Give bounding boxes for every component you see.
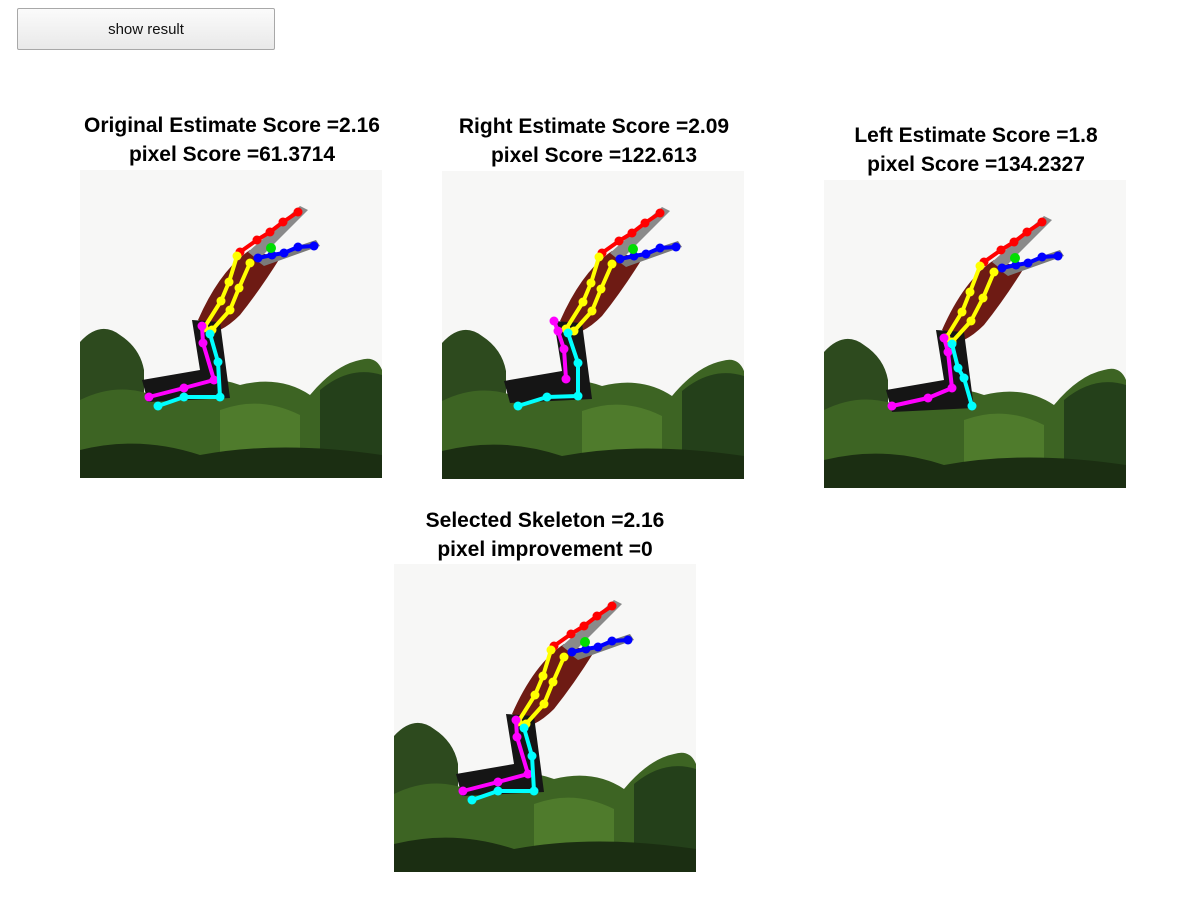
- panel-title-line1: Left Estimate Score =1.8: [854, 124, 1098, 147]
- panel-right-estimate: Right Estimate Score =2.09 pixel Score =…: [424, 112, 764, 170]
- trees-background: [394, 722, 696, 872]
- panel-title-line1: Right Estimate Score =2.09: [458, 115, 730, 138]
- show-result-button[interactable]: show result: [17, 8, 275, 50]
- skeleton-overlay: [887, 217, 1063, 411]
- trees-background: [80, 328, 382, 478]
- panel-title-line2: pixel Score =61.3714: [128, 143, 336, 166]
- panel-original-estimate: Original Estimate Score =2.16 pixel Scor…: [62, 111, 402, 169]
- skeleton-overlay: [513, 208, 681, 411]
- original-estimate-image: [80, 170, 382, 478]
- trees-background: [442, 329, 744, 479]
- panel-title-line2: pixel improvement =0: [437, 538, 653, 561]
- pose-skeleton-image: [394, 564, 696, 872]
- pose-skeleton-image: [80, 170, 382, 478]
- pose-skeleton-image: [442, 171, 744, 479]
- panel-selected-skeleton: Selected Skeleton =2.16 pixel improvemen…: [375, 506, 715, 564]
- panel-title-line2: pixel Score =134.2327: [867, 153, 1085, 176]
- left-estimate-image: [824, 180, 1126, 488]
- panel-title-line1: Original Estimate Score =2.16: [84, 114, 380, 137]
- right-estimate-image: [442, 171, 744, 479]
- pose-skeleton-image: [824, 180, 1126, 488]
- skeleton-overlay: [458, 601, 633, 805]
- trees-background: [824, 338, 1126, 488]
- skeleton-overlay: [144, 207, 319, 411]
- selected-skeleton-image: [394, 564, 696, 872]
- panel-title-line1: Selected Skeleton =2.16: [425, 509, 665, 532]
- panel-title-line2: pixel Score =122.613: [490, 144, 698, 167]
- panel-left-estimate: Left Estimate Score =1.8 pixel Score =13…: [806, 121, 1146, 179]
